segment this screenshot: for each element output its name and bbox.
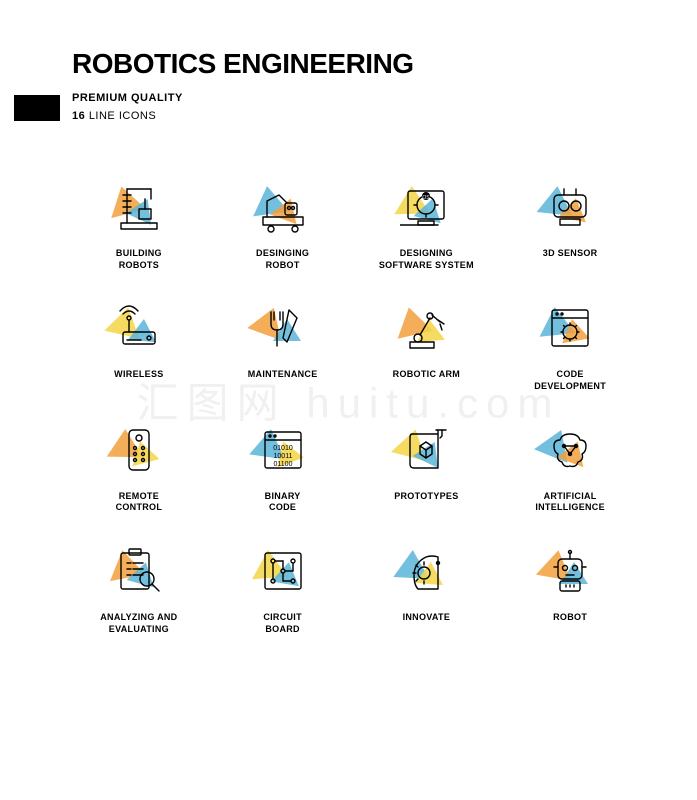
icon-cell: ROBOT [503,536,637,635]
icon-cell: OS DESIGNINGSOFTWARE SYSTEM [360,172,494,271]
svg-text:10011: 10011 [273,453,292,460]
page-title: ROBOTICS ENGINEERING [72,48,697,80]
prototypes-icon [386,415,466,485]
ai-icon [530,415,610,485]
icon-cell: INNOVATE [360,536,494,635]
wireless-icon [99,293,179,363]
icon-label: DESIGNINGSOFTWARE SYSTEM [379,248,474,271]
code-development-icon [530,293,610,363]
subtitle: PREMIUM QUALITY [72,92,697,104]
icon-label: ROBOT [553,612,587,624]
building-robots-icon [99,172,179,242]
icon-cell: 3D SENSOR [503,172,637,271]
icon-cell: DESINGINGROBOT [216,172,350,271]
icon-cell: BUILDINGROBOTS [72,172,206,271]
decorative-square [14,95,60,121]
icon-label: CIRCUITBOARD [263,612,302,635]
icon-label: PROTOTYPES [394,491,458,503]
header: ROBOTICS ENGINEERING PREMIUM QUALITY 16 … [0,0,697,122]
icon-label: INNOVATE [403,612,451,624]
binary-code-icon: 010101001101100 [243,415,323,485]
innovate-icon [386,536,466,606]
icon-cell: ANALYZING ANDEVALUATING [72,536,206,635]
icon-label: REMOTECONTROL [116,491,163,514]
icon-label: ANALYZING ANDEVALUATING [100,612,177,635]
3d-sensor-icon [530,172,610,242]
count-suffix: LINE ICONS [89,110,156,122]
icon-cell: CIRCUITBOARD [216,536,350,635]
watermark: 汇图网 huitu.com [137,370,561,431]
icon-label: BINARYCODE [265,491,301,514]
svg-text:01010: 01010 [273,445,293,452]
icon-label: ARTIFICIALINTELLIGENCE [535,491,605,514]
icon-label: DESINGINGROBOT [256,248,309,271]
designing-software-icon: OS [386,172,466,242]
remote-control-icon [99,415,179,485]
robot-icon [530,536,610,606]
maintenance-icon [243,293,323,363]
analyzing-icon [99,536,179,606]
icon-label: BUILDINGROBOTS [116,248,162,271]
icon-label: 3D SENSOR [543,248,598,260]
count-line: 16 LINE ICONS [72,110,697,122]
designing-robot-icon [243,172,323,242]
count-number: 16 [72,110,85,122]
svg-text:01100: 01100 [273,461,292,468]
circuit-board-icon [243,536,323,606]
robotic-arm-icon [386,293,466,363]
svg-text:OS: OS [423,195,431,201]
